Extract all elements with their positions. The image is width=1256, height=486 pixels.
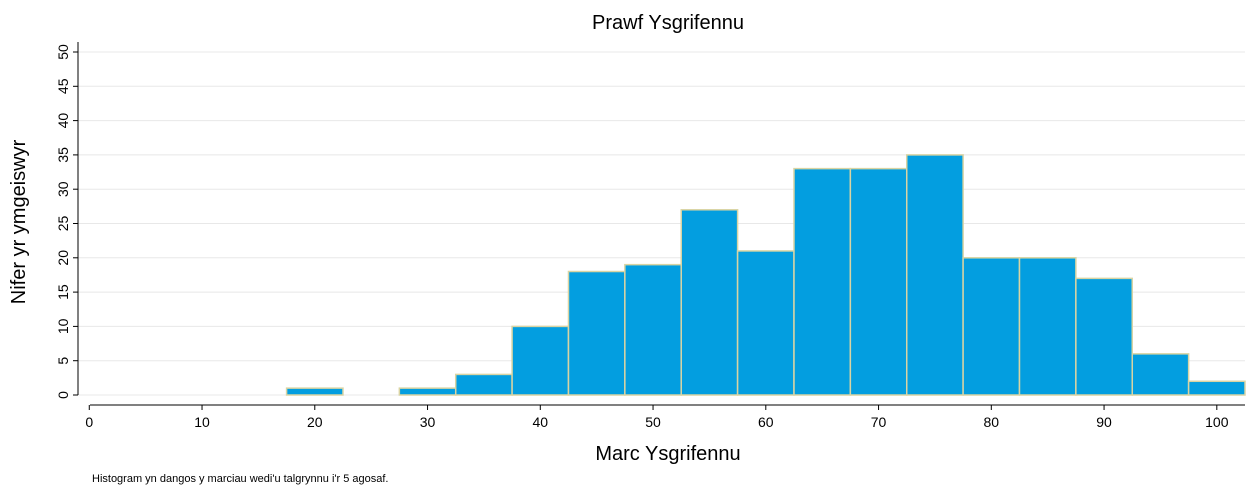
y-tick-label: 0 [55,391,71,399]
x-tick-label: 100 [1205,414,1229,430]
x-tick-label: 50 [645,414,661,430]
x-tick-label: 20 [307,414,323,430]
x-tick-label: 0 [85,414,93,430]
bar [624,263,682,396]
x-tick-label: 80 [984,414,1000,430]
bar [454,373,513,396]
y-tick-label: 35 [55,147,71,163]
x-axis-label: Marc Ysgrifennu [595,443,740,465]
bar [398,387,457,396]
x-tick-label: 40 [533,414,549,430]
bar [905,154,964,396]
y-tick-label: 10 [55,318,71,334]
bar [1131,353,1190,396]
x-tick-label: 60 [758,414,774,430]
x-tick-label: 90 [1096,414,1112,430]
y-tick-label: 50 [55,44,71,60]
bar [736,250,795,396]
bar [285,387,344,396]
bar [849,167,908,396]
y-tick-label: 45 [55,78,71,94]
y-axis-label: Nifer yr ymgeiswyr [8,139,30,304]
bar [1018,257,1077,396]
bar [680,209,739,396]
chart-title: Prawf Ysgrifennu [592,12,744,34]
bar [962,257,1021,396]
caption: Histogram yn dangos y marciau wedi'u tal… [92,473,388,485]
x-tick-label: 10 [194,414,210,430]
bar [1075,277,1133,396]
y-tick-label: 15 [55,284,71,300]
x-tick-label: 30 [420,414,436,430]
y-tick-label: 20 [55,250,71,266]
y-tick-label: 30 [55,181,71,197]
x-tick-label: 70 [871,414,887,430]
y-tick-label: 25 [55,216,71,232]
y-tick-label: 5 [55,357,71,365]
bar [793,167,852,396]
bar [511,325,570,396]
bar [567,270,626,396]
bar [1187,380,1246,396]
y-tick-label: 40 [55,113,71,129]
